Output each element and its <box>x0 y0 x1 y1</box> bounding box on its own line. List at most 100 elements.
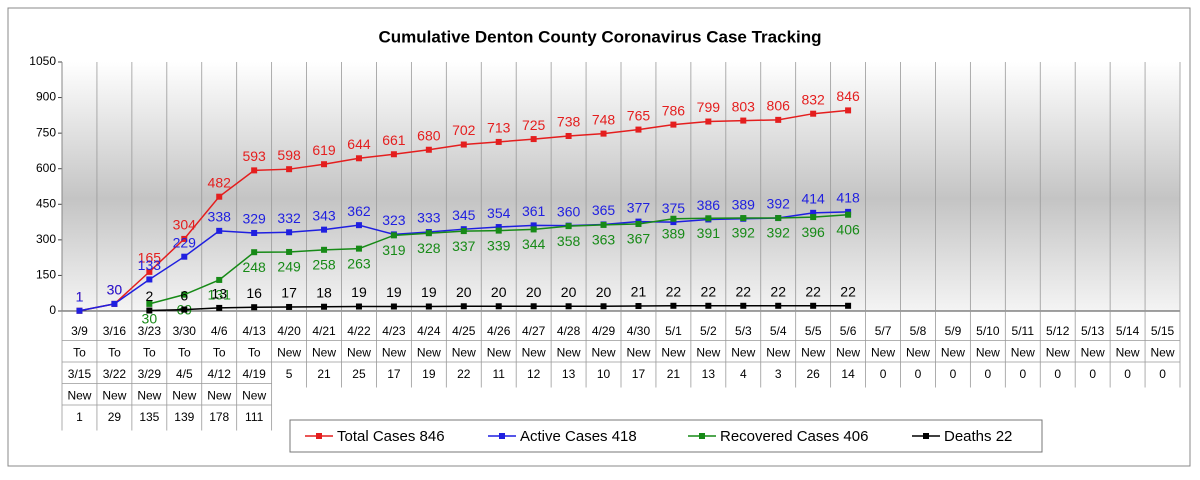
x-tick-label: 5/10 <box>976 324 1000 338</box>
table-cell: New <box>766 345 790 359</box>
data-label: 377 <box>627 199 651 215</box>
table-cell: New <box>626 345 650 359</box>
table-cell: New <box>242 388 266 402</box>
legend-label: Total Cases 846 <box>337 428 445 445</box>
table-cell: New <box>1011 345 1035 359</box>
table-cell: 26 <box>806 367 820 381</box>
table-cell: New <box>906 345 930 359</box>
table-cell: 13 <box>562 367 576 381</box>
data-label: 1 <box>76 288 84 304</box>
legend-label: Recovered Cases 406 <box>720 428 868 445</box>
point <box>321 161 328 168</box>
data-label: 713 <box>487 120 511 136</box>
point <box>810 209 817 216</box>
table-cell: 0 <box>1019 367 1026 381</box>
legend-label: Deaths 22 <box>944 428 1012 445</box>
y-tick-label: 450 <box>36 196 56 210</box>
data-label: 391 <box>697 225 721 241</box>
data-label: 765 <box>627 107 651 123</box>
data-label: 337 <box>452 238 476 254</box>
point <box>251 167 258 174</box>
table-cell: New <box>102 388 126 402</box>
data-label: 329 <box>242 211 266 227</box>
x-tick-label: 5/7 <box>875 324 892 338</box>
data-label: 133 <box>138 257 162 273</box>
point <box>810 302 817 309</box>
table-cell: New <box>487 345 511 359</box>
point <box>460 141 467 148</box>
x-tick-label: 5/2 <box>700 324 717 338</box>
point <box>355 303 362 310</box>
table-cell: 25 <box>352 367 366 381</box>
data-label: 20 <box>526 284 542 300</box>
table-cell: 12 <box>527 367 541 381</box>
table-cell: New <box>941 345 965 359</box>
legend-marker <box>699 433 705 439</box>
point <box>670 219 677 226</box>
table-cell: 3/15 <box>68 367 92 381</box>
x-tick-label: 4/30 <box>627 324 651 338</box>
point <box>600 221 607 228</box>
data-label: 1 <box>76 288 84 304</box>
y-tick-label: 1050 <box>29 54 56 68</box>
table-cell: New <box>1081 345 1105 359</box>
table-cell: 135 <box>139 410 159 424</box>
point <box>600 130 607 137</box>
table-cell: 21 <box>667 367 681 381</box>
x-tick-label: 5/4 <box>770 324 787 338</box>
table-cell: 3/22 <box>103 367 127 381</box>
point <box>775 116 782 123</box>
data-label: 725 <box>522 117 546 133</box>
x-tick-label: 5/3 <box>735 324 752 338</box>
point <box>600 303 607 310</box>
point <box>181 306 188 313</box>
x-tick-label: 4/23 <box>382 324 406 338</box>
data-label: 22 <box>840 283 856 299</box>
table-cell: 0 <box>1159 367 1166 381</box>
data-label: 360 <box>557 203 581 219</box>
data-label: 20 <box>561 284 577 300</box>
x-tick-label: 4/22 <box>347 324 371 338</box>
data-label: 363 <box>592 232 616 248</box>
data-label: 304 <box>173 217 197 233</box>
data-label: 482 <box>208 174 232 190</box>
table-cell: New <box>522 345 546 359</box>
point <box>425 230 432 237</box>
data-label: 344 <box>522 236 546 252</box>
table-cell: 0 <box>1089 367 1096 381</box>
legend-marker <box>923 433 929 439</box>
point <box>390 232 397 239</box>
point <box>530 303 537 310</box>
legend-label: Active Cases 418 <box>520 428 637 445</box>
data-label: 644 <box>347 136 371 152</box>
x-tick-label: 5/5 <box>805 324 822 338</box>
x-tick-label: 5/14 <box>1116 324 1140 338</box>
point <box>565 132 572 139</box>
data-label: 19 <box>351 284 367 300</box>
point <box>390 303 397 310</box>
x-tick-label: 4/20 <box>277 324 301 338</box>
table-cell: To <box>108 345 121 359</box>
table-cell: 10 <box>597 367 611 381</box>
data-label: 598 <box>277 147 301 163</box>
point <box>286 248 293 255</box>
point <box>355 155 362 162</box>
data-label: 22 <box>735 283 751 299</box>
data-label: 165 <box>138 250 162 266</box>
point <box>216 304 223 311</box>
data-label: 6 <box>180 287 188 303</box>
table-cell: New <box>137 388 161 402</box>
table-cell: New <box>277 345 301 359</box>
point <box>460 303 467 310</box>
table-cell: 0 <box>1054 367 1061 381</box>
point <box>670 121 677 128</box>
data-label: 131 <box>208 287 232 303</box>
table-cell: To <box>213 345 226 359</box>
x-tick-label: 5/11 <box>1012 324 1035 338</box>
data-label: 249 <box>277 259 301 275</box>
point <box>705 118 712 125</box>
data-label: 333 <box>417 210 441 226</box>
point <box>810 110 817 117</box>
table-cell: 0 <box>950 367 957 381</box>
